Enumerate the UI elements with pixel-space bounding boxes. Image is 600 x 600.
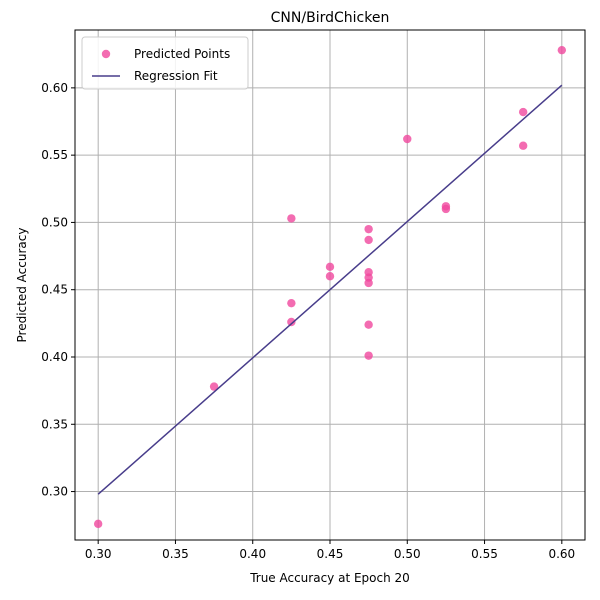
data-point — [364, 351, 373, 360]
data-point — [557, 45, 567, 55]
grid — [75, 30, 585, 540]
y-tick-label: 0.55 — [41, 148, 68, 162]
regression-line — [97, 84, 563, 495]
y-axis-label: Predicted Accuracy — [15, 228, 29, 343]
data-point — [364, 224, 373, 234]
data-point — [287, 317, 296, 327]
data-point — [364, 320, 373, 329]
data-point — [287, 214, 296, 223]
data-point — [325, 262, 335, 272]
data-point — [518, 107, 528, 117]
x-tick-label: 0.30 — [85, 547, 112, 561]
data-point — [93, 519, 103, 529]
data-point — [209, 382, 219, 391]
data-point — [403, 134, 412, 144]
legend-entry-label: Predicted Points — [134, 47, 230, 61]
data-point — [325, 272, 335, 281]
x-tick-label: 0.50 — [394, 547, 421, 561]
chart-title: CNN/BirdChicken — [271, 10, 390, 26]
y-tick-label: 0.35 — [41, 417, 68, 431]
legend-entry-label: Regression Fit — [134, 69, 218, 83]
legend-box — [81, 36, 249, 90]
x-tick-label: 0.55 — [471, 547, 498, 561]
y-tick-label: 0.60 — [41, 81, 68, 95]
x-tick-label: 0.45 — [317, 547, 344, 561]
y-tick-label: 0.50 — [41, 215, 68, 229]
x-tick-label: 0.40 — [239, 547, 266, 561]
plot-data — [93, 45, 567, 529]
y-tick-label: 0.30 — [41, 485, 68, 499]
x-tick-label: 0.60 — [548, 547, 575, 561]
data-point — [518, 141, 528, 150]
legend-marker-swatch — [101, 49, 111, 59]
legend: Predicted Points Regression Fit — [81, 36, 249, 90]
data-point — [441, 202, 451, 211]
data-point — [364, 268, 373, 277]
data-point — [364, 235, 373, 245]
y-tick-label: 0.40 — [41, 350, 68, 364]
y-tick-label: 0.45 — [41, 283, 68, 297]
x-axis-label: True Accuracy at Epoch 20 — [249, 571, 410, 585]
data-point — [287, 298, 296, 308]
x-tick-label: 0.35 — [162, 547, 189, 561]
axis-ticks: 0.30 0.35 0.40 0.45 0.50 0.55 0.60 0.30 0.35 0.40… — [41, 81, 575, 561]
